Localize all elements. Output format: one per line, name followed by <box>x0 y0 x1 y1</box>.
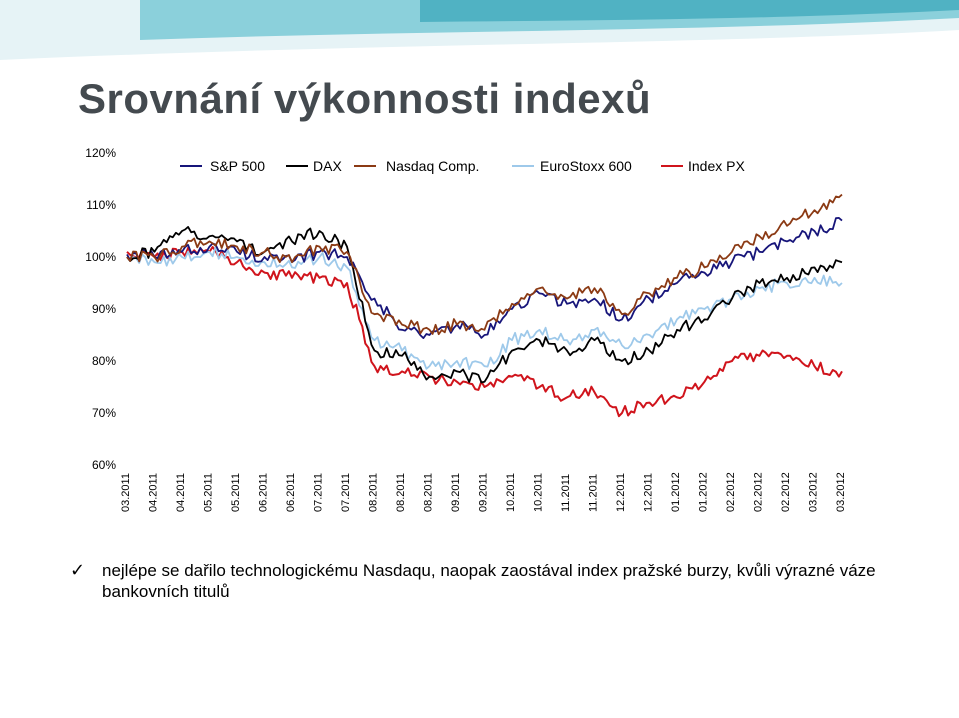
plot-background <box>121 144 860 519</box>
x-tick-label: 12.2011 <box>642 473 654 512</box>
x-tick-label: 05.2011 <box>230 473 242 512</box>
y-axis: 60% 70% 80% 90% 100% 110% 120% <box>85 146 116 472</box>
y-tick-label: 110% <box>86 198 116 212</box>
x-tick-label: 07.2011 <box>312 473 324 512</box>
x-tick-label: 08.2011 <box>422 473 434 512</box>
x-tick-label: 09.2011 <box>450 473 462 512</box>
x-tick-label: 02.2012 <box>725 472 737 512</box>
series-line-2 <box>126 226 843 384</box>
series-line-1 <box>126 217 843 339</box>
series-line-4 <box>126 245 843 371</box>
x-tick-label: 05.2011 <box>202 473 214 512</box>
x-tick-label: 12.2011 <box>615 473 627 512</box>
x-tick-label: 01.2012 <box>670 472 682 512</box>
y-tick-label: 120% <box>85 146 116 160</box>
series-lines <box>126 193 843 418</box>
series-line-3 <box>126 193 843 336</box>
x-tick-label: 11.2011 <box>587 474 599 512</box>
legend-label: Index PX <box>688 158 745 174</box>
x-tick-label: 04.2011 <box>147 473 159 512</box>
x-tick-label: 08.2011 <box>367 473 379 512</box>
header-band-accent-dark <box>420 0 959 22</box>
x-tick-label: 11.2011 <box>560 474 572 512</box>
y-tick-label: 70% <box>92 406 116 420</box>
y-tick-label: 100% <box>85 250 116 264</box>
legend-label: Nasdaq Comp. <box>386 158 479 174</box>
header-decoration <box>0 0 959 60</box>
page-title: Srovnání výkonnosti indexů <box>78 75 652 122</box>
x-tick-label: 03.2012 <box>835 472 847 512</box>
x-tick-label: 10.2011 <box>505 473 517 512</box>
x-tick-label: 07.2011 <box>340 473 352 512</box>
legend: S&P 500 DAX Nasdaq Comp. EuroStoxx 600 Index… <box>180 158 745 174</box>
x-tick-label: 02.2012 <box>780 472 792 512</box>
x-tick-label: 03.2011 <box>120 473 132 512</box>
x-tick-label: 01.2012 <box>697 472 709 512</box>
x-tick-label: 04.2011 <box>175 473 187 512</box>
bullet-text: nejlépe se dařilo technologickému Nasdaq… <box>102 561 876 601</box>
x-tick-label: 10.2011 <box>532 473 544 512</box>
x-tick-label: 03.2012 <box>807 472 819 512</box>
series-line-5 <box>126 246 843 418</box>
x-tick-label: 08.2011 <box>395 473 407 512</box>
x-tick-label: 02.2012 <box>752 472 764 512</box>
x-tick-label: 06.2011 <box>257 473 269 512</box>
y-tick-label: 80% <box>92 354 116 368</box>
legend-label: S&P 500 <box>210 158 265 174</box>
y-tick-label: 90% <box>92 302 116 316</box>
y-tick-label: 60% <box>92 458 116 472</box>
x-axis: 03.2011 04.2011 04.2011 05.2011 05.2011 06.20… <box>120 472 847 512</box>
x-tick-label: 09.2011 <box>477 473 489 512</box>
legend-label: DAX <box>313 158 342 174</box>
legend-label: EuroStoxx 600 <box>540 158 632 174</box>
checkmark-icon: ✓ <box>70 560 86 581</box>
x-tick-label: 06.2011 <box>285 473 297 512</box>
performance-chart: 60%70%80%90%100%110%120% 03.2011 04.2011 0… <box>85 144 860 519</box>
